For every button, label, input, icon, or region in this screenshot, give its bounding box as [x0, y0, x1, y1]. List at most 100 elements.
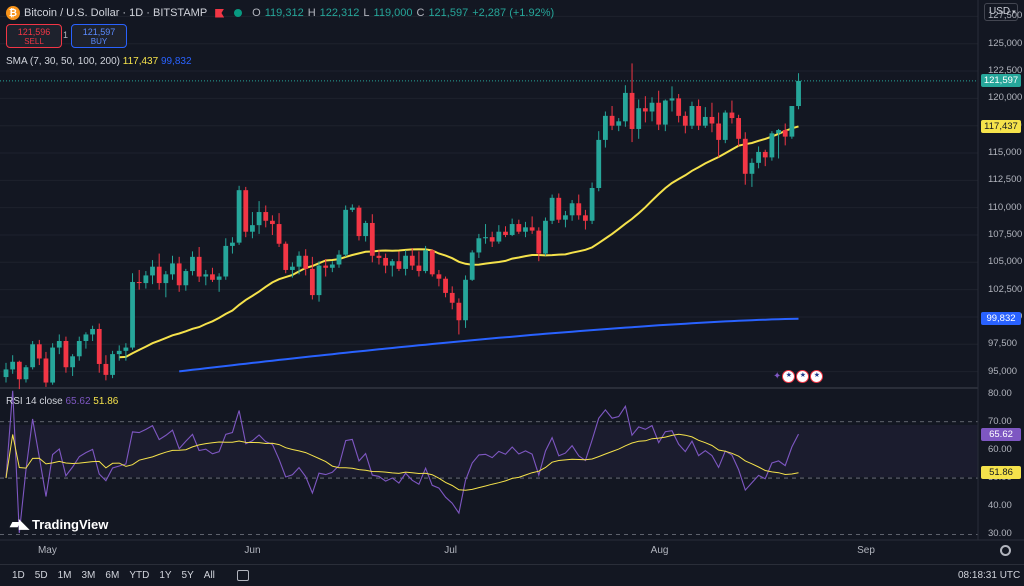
- logo-text: TradingView: [32, 516, 109, 532]
- candlestick-series[interactable]: [3, 63, 801, 390]
- price-tick-label: 110,000: [988, 201, 1022, 213]
- sell-button[interactable]: 121,596 SELL: [6, 24, 62, 48]
- candle-body: [689, 106, 695, 126]
- price-tick-label: 97,500: [988, 338, 1018, 350]
- candle-body: [316, 265, 322, 296]
- low-value: 119,000: [373, 7, 413, 19]
- currency-label: USD: [989, 6, 1011, 17]
- candle-body: [10, 361, 16, 370]
- range-button-1d[interactable]: 1D: [12, 570, 25, 581]
- candle-body: [436, 274, 442, 279]
- candle-body: [563, 215, 568, 220]
- candle-body: [656, 102, 662, 125]
- market-status-icon[interactable]: [234, 9, 243, 17]
- candle-body: [343, 209, 349, 255]
- us-flag-icon[interactable]: ★: [782, 370, 796, 383]
- candle-body: [223, 245, 229, 277]
- range-button-all[interactable]: All: [203, 570, 215, 581]
- candle-body: [782, 130, 788, 137]
- rsi-band: [0, 425, 978, 477]
- us-flag-icon[interactable]: ★: [810, 370, 824, 383]
- range-button-1m[interactable]: 1M: [57, 570, 72, 581]
- change-value: +2,287 (+1.92%): [472, 7, 555, 19]
- chevron-down-icon: ▾: [1012, 9, 1016, 16]
- range-button-6m[interactable]: 6M: [105, 570, 120, 581]
- range-button-5y[interactable]: 5Y: [181, 570, 194, 581]
- rsi-tick-label: 60.00: [988, 443, 1012, 455]
- candle-body: [130, 281, 135, 348]
- currency-button[interactable]: USD ▾: [984, 3, 1018, 21]
- gear-icon[interactable]: [1000, 545, 1011, 556]
- spread-value: 1: [63, 30, 69, 40]
- rsi-tag: 65.62: [981, 427, 1021, 441]
- candle-body: [303, 255, 309, 269]
- candle-body: [769, 133, 775, 158]
- calendar-icon[interactable]: [236, 570, 249, 581]
- price-tick-label: 115,000: [988, 147, 1022, 158]
- buy-price: 121,597: [82, 27, 116, 37]
- rsi-level-lines: [0, 421, 978, 535]
- candle-body: [409, 255, 415, 266]
- candle-body: [536, 230, 542, 254]
- candle-body: [16, 361, 22, 380]
- time-tick-label: Sep: [857, 545, 875, 556]
- range-button-ytd[interactable]: YTD: [129, 570, 150, 581]
- candle-body: [216, 276, 222, 280]
- economic-events[interactable]: ✦ ★ ★ ★: [773, 370, 824, 383]
- clock[interactable]: 08:18:31 UTC: [958, 570, 1021, 581]
- open-label: O: [252, 7, 261, 19]
- candle-body: [356, 207, 362, 237]
- bitcoin-icon: ₿: [6, 6, 20, 20]
- symbol-header[interactable]: ₿ Bitcoin / U.S. Dollar · 1D · BITSTAMP …: [6, 5, 554, 21]
- us-flag-icon[interactable]: ★: [796, 370, 810, 383]
- flag-icon[interactable]: [215, 8, 225, 18]
- buy-button[interactable]: 121,597 BUY: [71, 24, 127, 48]
- symbol-title[interactable]: Bitcoin / U.S. Dollar · 1D · BITSTAMP: [24, 7, 208, 19]
- event-star-icon[interactable]: ✦: [773, 371, 782, 382]
- price-tick-label: 112,500: [988, 174, 1022, 186]
- sma-fast-value: 117,437: [122, 56, 159, 67]
- candle-body: [622, 92, 628, 122]
- candle-body: [603, 115, 608, 140]
- candle-body: [702, 116, 708, 126]
- rsi-label: RSI 14 close: [6, 396, 63, 407]
- candle-body: [789, 106, 795, 137]
- sma-legend[interactable]: SMA (7, 30, 50, 100, 200) 117,437 99,832: [6, 56, 192, 67]
- range-button-5d[interactable]: 5D: [34, 570, 48, 581]
- candle-body: [396, 261, 402, 269]
- candle-body: [183, 271, 189, 286]
- chart-canvas[interactable]: [0, 0, 1024, 564]
- candle-body: [489, 237, 495, 242]
- candle-body: [503, 231, 508, 235]
- candle-body: [43, 358, 49, 383]
- range-button-1y[interactable]: 1Y: [159, 570, 172, 581]
- candle-body: [556, 197, 562, 220]
- candle-body: [649, 102, 655, 112]
- time-tick-label: Jun: [244, 545, 261, 556]
- rsi-line: [5, 390, 799, 534]
- candle-body: [383, 257, 389, 266]
- sma-slow-value: 99,832: [160, 56, 192, 67]
- candle-body: [796, 80, 801, 107]
- candle-body: [496, 231, 502, 242]
- candle-body: [476, 238, 482, 253]
- candle-body: [749, 162, 755, 174]
- open-value: 119,312: [264, 7, 304, 19]
- range-button-3m[interactable]: 3M: [81, 570, 96, 581]
- candle-body: [776, 130, 781, 134]
- candle-body: [336, 254, 342, 265]
- rsi-legend[interactable]: RSI 14 close 65.62 51.86: [6, 396, 118, 407]
- tradingview-logo[interactable]: ▰◣ TradingView: [10, 516, 108, 532]
- candle-body: [276, 224, 282, 244]
- candle-body: [196, 256, 202, 277]
- candle-body: [250, 225, 255, 232]
- candle-body: [96, 328, 102, 364]
- candle-body: [110, 354, 115, 375]
- candle-body: [70, 356, 75, 368]
- close-value: 121,597: [428, 7, 469, 19]
- candle-body: [423, 250, 428, 272]
- candle-body: [642, 108, 648, 112]
- candle-body: [469, 252, 475, 280]
- candle-body: [529, 227, 535, 231]
- rsi-value: 65.62: [65, 396, 91, 407]
